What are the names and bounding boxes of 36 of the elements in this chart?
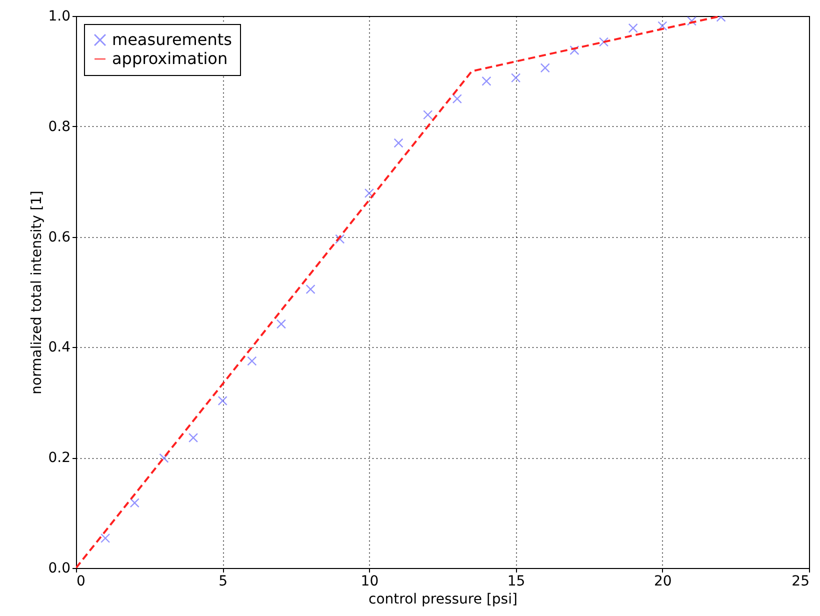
y-axis-title: normalized total intensity [1]: [29, 190, 46, 394]
point: [394, 138, 404, 148]
point: [276, 319, 286, 329]
point: [218, 396, 228, 406]
point: [570, 45, 580, 56]
x-tick-label: 20: [654, 574, 672, 590]
x-axis-title: control pressure [psi]: [368, 592, 518, 608]
point: [686, 16, 697, 26]
x-tick-label: 15: [507, 574, 526, 590]
point: [511, 73, 521, 83]
point: [628, 23, 638, 33]
point: [598, 37, 609, 47]
y-tick-label: 0.6: [48, 229, 71, 246]
y-tick-label: 0.0: [48, 560, 70, 576]
legend-label: measurements: [112, 30, 232, 49]
y-tick-label: 0.4: [48, 340, 71, 356]
legend-label: approximation: [112, 49, 228, 68]
y-tick-label: 0.8: [48, 118, 70, 135]
point: [247, 356, 257, 366]
point: [188, 432, 198, 443]
y-tick-label: 0.2: [48, 450, 70, 466]
point: [540, 63, 550, 73]
y-tick-label: 1.0: [48, 8, 70, 24]
x-tick-label: 5: [218, 574, 228, 590]
point: [335, 234, 345, 244]
x-tick-label: 10: [360, 574, 379, 590]
point: [423, 110, 433, 120]
point: [482, 76, 492, 86]
x-tick-label: 25: [792, 574, 810, 590]
point: [452, 94, 462, 104]
point: [364, 188, 374, 198]
point: [130, 498, 140, 508]
point: [658, 21, 668, 31]
point: [100, 533, 110, 543]
point: [306, 284, 316, 294]
x-tick-label: 0: [76, 574, 86, 590]
